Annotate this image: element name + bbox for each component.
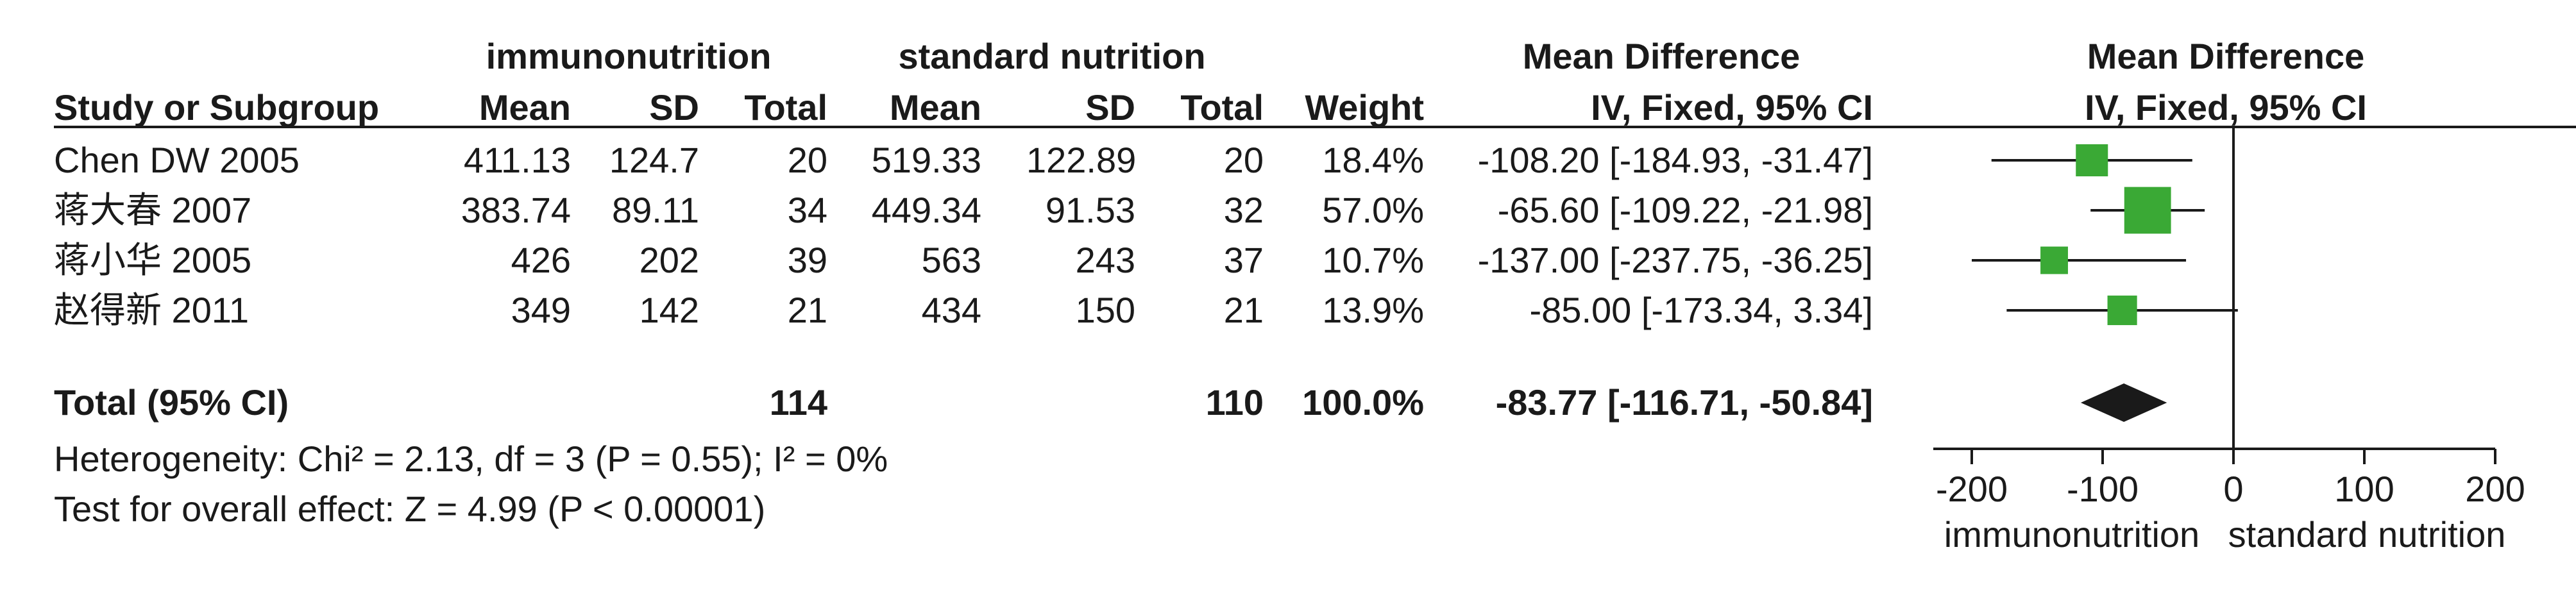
weight: 18.4% bbox=[1322, 140, 1424, 180]
study-effect-square bbox=[2076, 144, 2108, 177]
study-name: 赵得新 2011 bbox=[54, 290, 249, 330]
group-label-immunonutrition: immunonutrition bbox=[486, 36, 772, 76]
study-name: 蒋小华 2005 bbox=[54, 240, 252, 280]
col-header-ctl-sd: SD bbox=[1085, 87, 1135, 128]
total-ctl-n: 110 bbox=[1205, 382, 1264, 423]
group-label-standard-nutrition: standard nutrition bbox=[898, 36, 1206, 76]
exp-sd: 142 bbox=[639, 290, 699, 330]
ctl-total: 20 bbox=[1223, 140, 1264, 180]
md-ci: -85.00 [-173.34, 3.34] bbox=[1529, 290, 1874, 330]
exp-total: 39 bbox=[787, 240, 827, 280]
col-header-exp-sd: SD bbox=[649, 87, 699, 128]
exp-mean: 426 bbox=[511, 240, 571, 280]
weight: 13.9% bbox=[1322, 290, 1424, 330]
exp-sd: 124.7 bbox=[609, 140, 699, 180]
total-exp-n: 114 bbox=[769, 382, 827, 423]
md-ci: -137.00 [-237.75, -36.25] bbox=[1477, 240, 1873, 280]
ctl-mean: 519.33 bbox=[871, 140, 981, 180]
col-header-exp-mean: Mean bbox=[479, 87, 571, 128]
ctl-total: 37 bbox=[1223, 240, 1264, 280]
col-header-ctl-mean: Mean bbox=[889, 87, 981, 128]
study-name: Chen DW 2005 bbox=[54, 140, 300, 180]
study-effect-square bbox=[2040, 246, 2068, 274]
col-header-md-method: IV, Fixed, 95% CI bbox=[1591, 87, 1873, 128]
overall-effect-note: Test for overall effect: Z = 4.99 (P < 0… bbox=[54, 489, 766, 529]
ctl-mean: 449.34 bbox=[871, 190, 981, 230]
plot-header-md-method: IV, Fixed, 95% CI bbox=[2085, 87, 2367, 128]
exp-mean: 349 bbox=[511, 290, 571, 330]
x-tick-label: 100 bbox=[2334, 469, 2394, 509]
ctl-mean: 434 bbox=[921, 290, 981, 330]
col-header-exp-total: Total bbox=[744, 87, 827, 128]
ctl-sd: 150 bbox=[1075, 290, 1135, 330]
x-tick-label: -100 bbox=[2067, 469, 2139, 509]
total-weight: 100.0% bbox=[1302, 382, 1424, 423]
md-ci: -108.20 [-184.93, -31.47] bbox=[1477, 140, 1873, 180]
axis-label-right: standard nutrition bbox=[2228, 514, 2506, 555]
weight: 57.0% bbox=[1322, 190, 1424, 230]
col-header-study: Study or Subgroup bbox=[54, 87, 380, 128]
study-effect-square bbox=[2124, 187, 2171, 234]
md-ci: -65.60 [-109.22, -21.98] bbox=[1497, 190, 1873, 230]
ctl-sd: 122.89 bbox=[1026, 140, 1137, 180]
total-ci-text: -83.77 [-116.71, -50.84] bbox=[1495, 382, 1873, 423]
exp-sd: 202 bbox=[639, 240, 699, 280]
col-header-ctl-total: Total bbox=[1180, 87, 1264, 128]
md-title-plot: Mean Difference bbox=[2087, 36, 2365, 76]
weight: 10.7% bbox=[1322, 240, 1424, 280]
heterogeneity-note: Heterogeneity: Chi² = 2.13, df = 3 (P = … bbox=[54, 439, 888, 479]
study-effect-square bbox=[2107, 295, 2137, 326]
pooled-effect-diamond bbox=[2080, 383, 2167, 422]
x-tick-label: 0 bbox=[2223, 469, 2243, 509]
exp-total: 21 bbox=[787, 290, 827, 330]
exp-sd: 89.11 bbox=[612, 190, 699, 230]
ctl-total: 21 bbox=[1223, 290, 1264, 330]
exp-total: 20 bbox=[787, 140, 827, 180]
x-tick-label: 200 bbox=[2465, 469, 2525, 509]
total-label: Total (95% CI) bbox=[54, 382, 289, 423]
exp-mean: 383.74 bbox=[461, 190, 571, 230]
col-header-weight: Weight bbox=[1305, 87, 1424, 128]
md-title-table: Mean Difference bbox=[1522, 36, 1801, 76]
header-rule bbox=[54, 126, 2576, 128]
ctl-mean: 563 bbox=[921, 240, 981, 280]
ctl-sd: 91.53 bbox=[1045, 190, 1135, 230]
exp-total: 34 bbox=[787, 190, 827, 230]
study-name: 蒋大春 2007 bbox=[54, 190, 252, 230]
axis-label-left: immunonutrition bbox=[1944, 514, 2200, 555]
exp-mean: 411.13 bbox=[463, 140, 571, 180]
ctl-sd: 243 bbox=[1075, 240, 1135, 280]
x-tick-label: -200 bbox=[1936, 469, 2008, 509]
ctl-total: 32 bbox=[1223, 190, 1264, 230]
